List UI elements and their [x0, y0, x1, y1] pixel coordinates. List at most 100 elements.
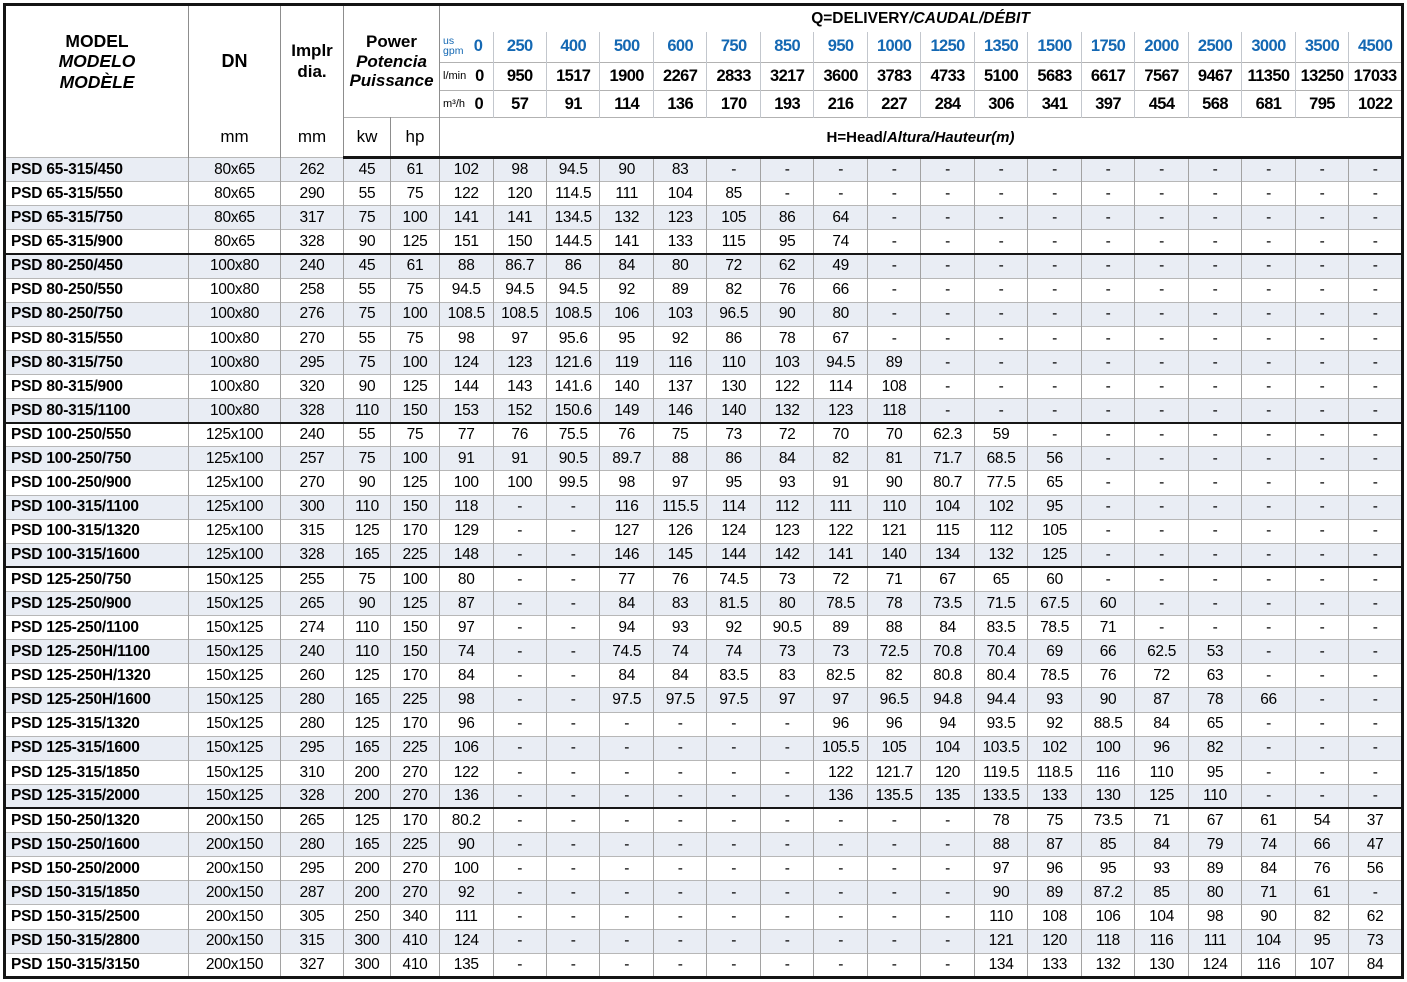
- head-value-cell: 84: [599, 252, 654, 279]
- impeller-dia-cell: 290: [280, 181, 344, 206]
- flow-value-cell: 950: [813, 31, 868, 63]
- head-value-cell: 115: [920, 518, 975, 544]
- flow-value-cell: 2833: [706, 62, 761, 91]
- power-kw-cell: 125: [343, 807, 391, 833]
- table-row: PSD 125-315/1850 150x125 310 200 270 122- - - - -…: [4, 759, 1403, 785]
- power-kw-cell: 90: [343, 590, 391, 616]
- head-value-cell: 59: [974, 421, 1029, 447]
- power-kw-cell: 165: [343, 542, 391, 568]
- head-value-cell: 70.4: [974, 639, 1029, 664]
- head-value-cell: 94: [599, 615, 654, 640]
- model-cell: PSD 80-315/750: [4, 349, 189, 375]
- flow-zero-value: 0: [475, 67, 484, 85]
- head-value-cell: -: [653, 832, 708, 857]
- flow-value-cell: 13250: [1295, 62, 1350, 91]
- flow-row-m3h: m³/h 0 57 91 114 136 170 193 216 227 284 306 341 397 4…: [4, 90, 1403, 118]
- head-value-cell: -: [920, 205, 975, 230]
- head-value-cell: 82.5: [813, 663, 868, 688]
- head-value-cell: 116: [1134, 928, 1189, 954]
- head-value-cell: -: [706, 928, 761, 954]
- impeller-dia-cell: 240: [280, 421, 344, 447]
- head-value-cell: -: [1081, 446, 1136, 471]
- head-value-cell: -: [867, 880, 922, 905]
- head-value-cell: -: [974, 156, 1029, 182]
- head-value-cell: 82: [1295, 904, 1350, 929]
- flow-value-cell: 3500: [1295, 31, 1350, 63]
- head-value-cell: 89: [1027, 880, 1082, 905]
- head-value-cell: 96: [1027, 856, 1082, 881]
- dn-cell: 80x65: [188, 229, 281, 254]
- head-value-cell: -: [493, 590, 547, 616]
- head-value-cell: 74.5: [599, 639, 654, 664]
- head-value-cell: -: [1188, 566, 1243, 592]
- head-value-cell: 62: [1348, 904, 1403, 929]
- impeller-label-line1: Implr: [291, 41, 333, 61]
- head-value-cell: -: [813, 952, 868, 978]
- head-value-cell: -: [546, 518, 601, 544]
- head-value-cell: 76: [599, 421, 654, 447]
- head-value-cell: -: [1134, 349, 1189, 375]
- dn-cell: 150x125: [188, 590, 281, 616]
- head-value-cell: -: [760, 880, 815, 905]
- model-cell: PSD 125-250/750: [4, 566, 189, 592]
- head-value-cell: -: [1348, 639, 1403, 664]
- head-value-cell: -: [1081, 518, 1136, 544]
- table-row: PSD 100-250/750 125x100 257 75 100 91 91 90.5 89…: [4, 446, 1403, 471]
- impeller-dia-cell: 240: [280, 252, 344, 279]
- dn-cell: 200x150: [188, 880, 281, 905]
- head-value-cell: -: [760, 735, 815, 761]
- head-value-cell: 141: [813, 542, 868, 568]
- head-value-cell: -: [493, 542, 547, 568]
- head-value-cell: 67: [1188, 807, 1243, 833]
- head-value-cell: -: [1188, 325, 1243, 351]
- head-value-cell: -: [1295, 156, 1350, 182]
- head-value-cell: -: [653, 952, 708, 978]
- head-value-cell: 124: [1188, 952, 1243, 978]
- head-value-cell: 151: [439, 229, 494, 254]
- head-value-cell: 134: [920, 542, 975, 568]
- head-value-cell: 132: [599, 205, 654, 230]
- model-cell: PSD 125-250H/1100: [4, 639, 189, 664]
- head-value-cell: 83.5: [974, 615, 1029, 640]
- dn-cell: 150x125: [188, 711, 281, 737]
- head-value-cell: -: [867, 156, 922, 182]
- table-row: PSD 100-315/1100 125x100 300 110 150 118- -116…: [4, 494, 1403, 520]
- head-value-cell: -: [1241, 398, 1296, 423]
- power-hp-cell: 125: [390, 229, 441, 254]
- head-value-cell: -: [599, 832, 654, 857]
- head-value-cell: -: [1027, 229, 1082, 254]
- head-value-cell: -: [1295, 421, 1350, 447]
- head-value-cell: -: [546, 687, 601, 713]
- head-value-cell: 47: [1348, 832, 1403, 857]
- head-value-cell: 96: [439, 711, 494, 737]
- head-value-cell: 82: [706, 277, 761, 303]
- model-cell: PSD 150-315/2800: [4, 928, 189, 954]
- impeller-dia-cell: 310: [280, 759, 344, 785]
- model-cell: PSD 125-315/2000: [4, 783, 189, 809]
- head-value-cell: 83.5: [706, 663, 761, 688]
- impeller-dia-cell: 295: [280, 735, 344, 761]
- head-value-cell: -: [1348, 446, 1403, 471]
- head-value-cell: 91: [813, 470, 868, 496]
- head-value-cell: 110: [974, 904, 1029, 929]
- impeller-dia-cell: 315: [280, 928, 344, 954]
- head-value-cell: -: [706, 952, 761, 978]
- impeller-dia-cell: 287: [280, 880, 344, 905]
- power-kw-cell: 200: [343, 783, 391, 809]
- power-kw-cell: 75: [343, 301, 391, 327]
- head-value-cell: 73.5: [920, 590, 975, 616]
- table-row: PSD 65-315/900 80x65 328 90 125 151 150 144.5 14…: [4, 229, 1403, 254]
- head-value-cell: -: [760, 856, 815, 881]
- power-kw-cell: 45: [343, 252, 391, 279]
- head-value-cell: -: [1134, 252, 1189, 279]
- impeller-dia-cell: 280: [280, 832, 344, 857]
- power-hp-cell: 100: [390, 566, 441, 592]
- head-value-cell: -: [1241, 494, 1296, 520]
- head-value-cell: -: [1241, 301, 1296, 327]
- head-value-cell: 122: [813, 759, 868, 785]
- power-hp-cell: 100: [390, 205, 441, 230]
- head-value-cell: -: [1241, 470, 1296, 496]
- head-value-cell: 123: [653, 205, 708, 230]
- head-value-cell: -: [1348, 663, 1403, 688]
